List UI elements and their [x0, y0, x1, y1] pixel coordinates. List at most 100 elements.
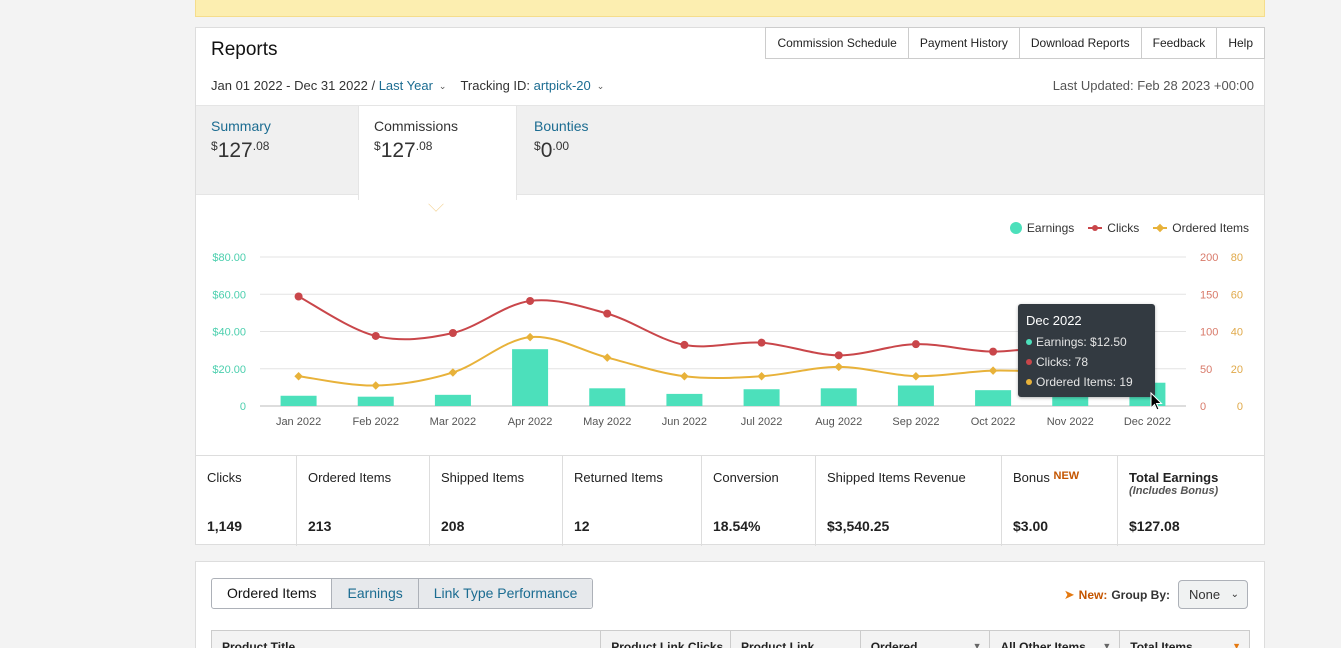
ordered-items-point — [757, 371, 766, 381]
stat-returned-items: Returned Items 12 — [563, 456, 702, 546]
y-tick-ordered: 20 — [1231, 364, 1243, 376]
report-filters: Jan 01 2022 - Dec 31 2022 / Last Year ⌄ … — [211, 78, 618, 93]
earnings-bar — [975, 390, 1012, 406]
segment-ordered-items[interactable]: Ordered Items — [212, 579, 332, 608]
ordered-items-point — [371, 381, 380, 390]
date-preset-dropdown[interactable]: Last Year — [378, 78, 433, 93]
clicks-point — [834, 351, 843, 360]
x-tick-label: Oct 2022 — [971, 416, 1016, 428]
chevron-down-icon: ⌄ — [1230, 589, 1239, 600]
segment-link-type-performance[interactable]: Link Type Performance — [417, 579, 593, 608]
tab-bounties[interactable]: Bounties $0.00 — [519, 106, 679, 196]
x-tick-label: Jan 2022 — [276, 416, 321, 428]
y-tick-left: $40.00 — [212, 327, 246, 339]
date-range: Jan 01 2022 - Dec 31 2022 / — [211, 78, 376, 93]
payment-history-link[interactable]: Payment History — [907, 28, 1019, 58]
x-tick-label: Feb 2022 — [353, 416, 399, 428]
clicks-point — [294, 292, 303, 301]
y-tick-ordered: 0 — [1237, 401, 1243, 413]
col-ordered[interactable]: Ordered ▼ — [859, 631, 990, 648]
y-tick-ordered: 80 — [1231, 252, 1243, 264]
tab-commissions-label: Commissions — [374, 118, 459, 134]
earnings-bar — [434, 394, 471, 406]
y-tick-left: 0 — [240, 401, 246, 413]
sort-icon: ▼ — [972, 641, 982, 648]
clicks-point — [757, 338, 766, 347]
y-tick-clicks: 50 — [1200, 364, 1212, 376]
x-tick-label: May 2022 — [583, 416, 631, 428]
legend-earnings[interactable]: Earnings — [1009, 221, 1074, 235]
col-product-link[interactable]: Product Link — [729, 631, 860, 648]
tracking-id-dropdown[interactable]: artpick-20 — [533, 78, 591, 93]
y-tick-clicks: 150 — [1200, 289, 1218, 301]
col-all-other-items[interactable]: All Other Items ▼ — [989, 631, 1119, 648]
sort-icon: ▼ — [1232, 641, 1242, 648]
ordered-items-point — [525, 332, 535, 342]
summary-tabs: Summary $127.08 Commissions $127.08 Boun… — [196, 105, 1264, 200]
report-type-toggle: Ordered Items Earnings Link Type Perform… — [211, 578, 594, 609]
stat-bonus: Bonus NEW $3.00 — [1002, 456, 1118, 546]
new-badge: NEW — [1053, 470, 1080, 482]
earnings-bar — [820, 388, 857, 406]
y-tick-clicks: 100 — [1200, 327, 1218, 339]
legend-clicks[interactable]: Clicks — [1088, 221, 1139, 235]
col-product-link-clicks[interactable]: Product Link Clicks — [600, 631, 730, 648]
commission-schedule-link[interactable]: Commission Schedule — [777, 36, 897, 50]
clicks-marker-icon — [1088, 224, 1103, 232]
help-link[interactable]: Help — [1216, 28, 1264, 58]
x-tick-label: Apr 2022 — [508, 416, 553, 428]
col-total-items[interactable]: Total Items ▼ — [1119, 631, 1249, 648]
tooltip-clicks: Clicks: 78 — [1026, 352, 1147, 372]
earnings-bar — [280, 395, 317, 406]
ordered-items-point — [988, 366, 998, 375]
notice-banner — [195, 0, 1265, 17]
tab-commissions[interactable]: Commissions $127.08 — [358, 106, 517, 200]
tab-commissions-amount: $127.08 — [374, 139, 433, 162]
table-header: Product Title Product Link Clicks Produc… — [211, 630, 1250, 648]
ordered-items-point — [603, 353, 612, 362]
earnings-bar — [512, 349, 549, 406]
y-tick-clicks: 200 — [1200, 252, 1218, 264]
clicks-point — [526, 296, 535, 305]
tab-bounties-amount: $0.00 — [534, 139, 570, 162]
stat-clicks: Clicks 1,149 — [196, 456, 297, 546]
feedback-link[interactable]: Feedback — [1140, 28, 1217, 58]
tooltip-earnings: Earnings: $12.50 — [1026, 332, 1147, 352]
clicks-point — [603, 309, 612, 318]
stat-shipped-items: Shipped Items 208 — [430, 456, 563, 546]
y-tick-left: $20.00 — [212, 364, 246, 376]
tab-summary[interactable]: Summary $127.08 — [196, 106, 358, 196]
page-title: Reports — [211, 39, 278, 60]
clicks-point — [989, 347, 998, 356]
earnings-bar — [897, 385, 934, 406]
segment-earnings[interactable]: Earnings — [331, 579, 418, 608]
legend-ordered-items[interactable]: Ordered Items — [1153, 221, 1249, 235]
chevron-down-icon[interactable]: ⌄ — [596, 81, 605, 91]
mouse-pointer-icon — [1150, 392, 1163, 411]
tab-summary-label: Summary — [211, 118, 271, 134]
stat-shipped-revenue: Shipped Items Revenue $3,540.25 — [816, 456, 1002, 546]
col-product-title[interactable]: Product Title — [222, 640, 296, 648]
tracking-label: Tracking ID: — [460, 78, 531, 93]
download-reports-link[interactable]: Download Reports — [1018, 28, 1141, 58]
clicks-point — [448, 328, 457, 337]
ordered-marker-icon — [1153, 224, 1168, 232]
earnings-marker-icon — [1009, 222, 1022, 234]
stat-ordered-items: Ordered Items 213 — [297, 456, 430, 546]
earnings-bar — [357, 396, 394, 406]
ordered-items-point — [294, 371, 303, 381]
chevron-down-icon[interactable]: ⌄ — [438, 81, 447, 91]
ordered-items-line — [298, 335, 1148, 387]
y-tick-ordered: 60 — [1231, 289, 1243, 301]
y-tick-clicks: 0 — [1200, 401, 1206, 413]
tab-bounties-label: Bounties — [534, 118, 589, 134]
x-tick-label: Jul 2022 — [741, 416, 783, 428]
stats-bar: Clicks 1,149 Ordered Items 213 Shipped Ite… — [196, 455, 1264, 546]
new-label: New: — [1078, 587, 1108, 602]
ordered-items-point — [834, 362, 843, 372]
clicks-point — [680, 340, 689, 349]
y-tick-left: $80.00 — [212, 252, 246, 264]
ordered-items-point — [448, 368, 458, 377]
x-tick-label: Mar 2022 — [430, 416, 476, 428]
group-by-select[interactable]: None ⌄ — [1178, 580, 1248, 609]
